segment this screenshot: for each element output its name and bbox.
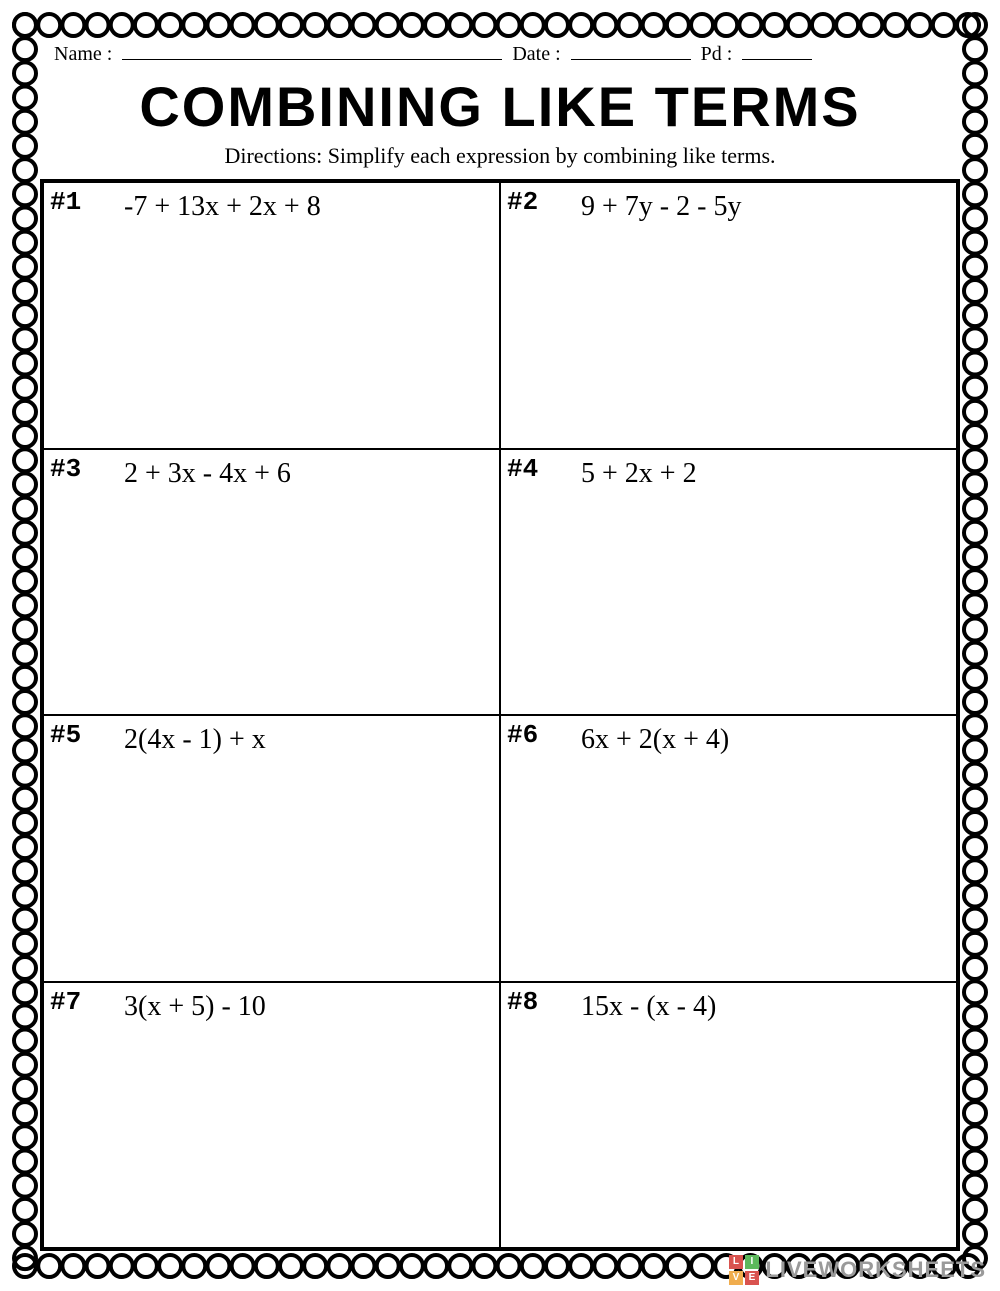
problem-cell: #6 6x + 2(x + 4)	[500, 715, 957, 982]
wm-box-letter: E	[745, 1271, 759, 1285]
problem-expression: 6x + 2(x + 4)	[581, 724, 729, 756]
pd-blank[interactable]	[742, 40, 812, 60]
problem-cell: #3 2 + 3x - 4x + 6	[43, 449, 500, 716]
problem-number: #3	[50, 454, 81, 484]
problem-grid: #1 -7 + 13x + 2x + 8 #2 9 + 7y - 2 - 5y …	[40, 179, 960, 1251]
problem-expression: -7 + 13x + 2x + 8	[124, 191, 321, 223]
problem-cell: #7 3(x + 5) - 10	[43, 982, 500, 1249]
watermark-logo-icon: L I V E	[729, 1255, 759, 1285]
problem-number: #7	[50, 987, 81, 1017]
problem-cell: #4 5 + 2x + 2	[500, 449, 957, 716]
header-line: Name : Date : Pd :	[40, 40, 960, 72]
pd-label: Pd :	[701, 43, 733, 66]
wm-box-letter: I	[745, 1255, 759, 1269]
problem-number: #5	[50, 720, 81, 750]
problem-expression: 2 + 3x - 4x + 6	[124, 458, 291, 490]
name-blank[interactable]	[122, 40, 502, 60]
watermark-text: LIVEWORKSHEETS	[765, 1257, 986, 1283]
problem-expression: 15x - (x - 4)	[581, 991, 716, 1023]
problem-cell: #2 9 + 7y - 2 - 5y	[500, 182, 957, 449]
date-label: Date :	[512, 43, 560, 66]
wm-box-letter: L	[729, 1255, 743, 1269]
date-blank[interactable]	[571, 40, 691, 60]
problem-expression: 9 + 7y - 2 - 5y	[581, 191, 741, 223]
problem-number: #1	[50, 187, 81, 217]
problem-number: #2	[507, 187, 538, 217]
name-label: Name :	[54, 43, 112, 66]
page-title: Combining Like Terms	[40, 74, 960, 139]
problem-expression: 5 + 2x + 2	[581, 458, 697, 490]
problem-number: #8	[507, 987, 538, 1017]
directions-text: Directions: Simplify each expression by …	[40, 143, 960, 169]
watermark: L I V E LIVEWORKSHEETS	[729, 1255, 986, 1285]
worksheet-page: Name : Date : Pd : Combining Like Terms …	[40, 40, 960, 1251]
problem-number: #4	[507, 454, 538, 484]
problem-cell: #1 -7 + 13x + 2x + 8	[43, 182, 500, 449]
wm-box-letter: V	[729, 1271, 743, 1285]
problem-cell: #5 2(4x - 1) + x	[43, 715, 500, 982]
problem-cell: #8 15x - (x - 4)	[500, 982, 957, 1249]
problem-number: #6	[507, 720, 538, 750]
problem-expression: 2(4x - 1) + x	[124, 724, 266, 756]
problem-expression: 3(x + 5) - 10	[124, 991, 266, 1023]
